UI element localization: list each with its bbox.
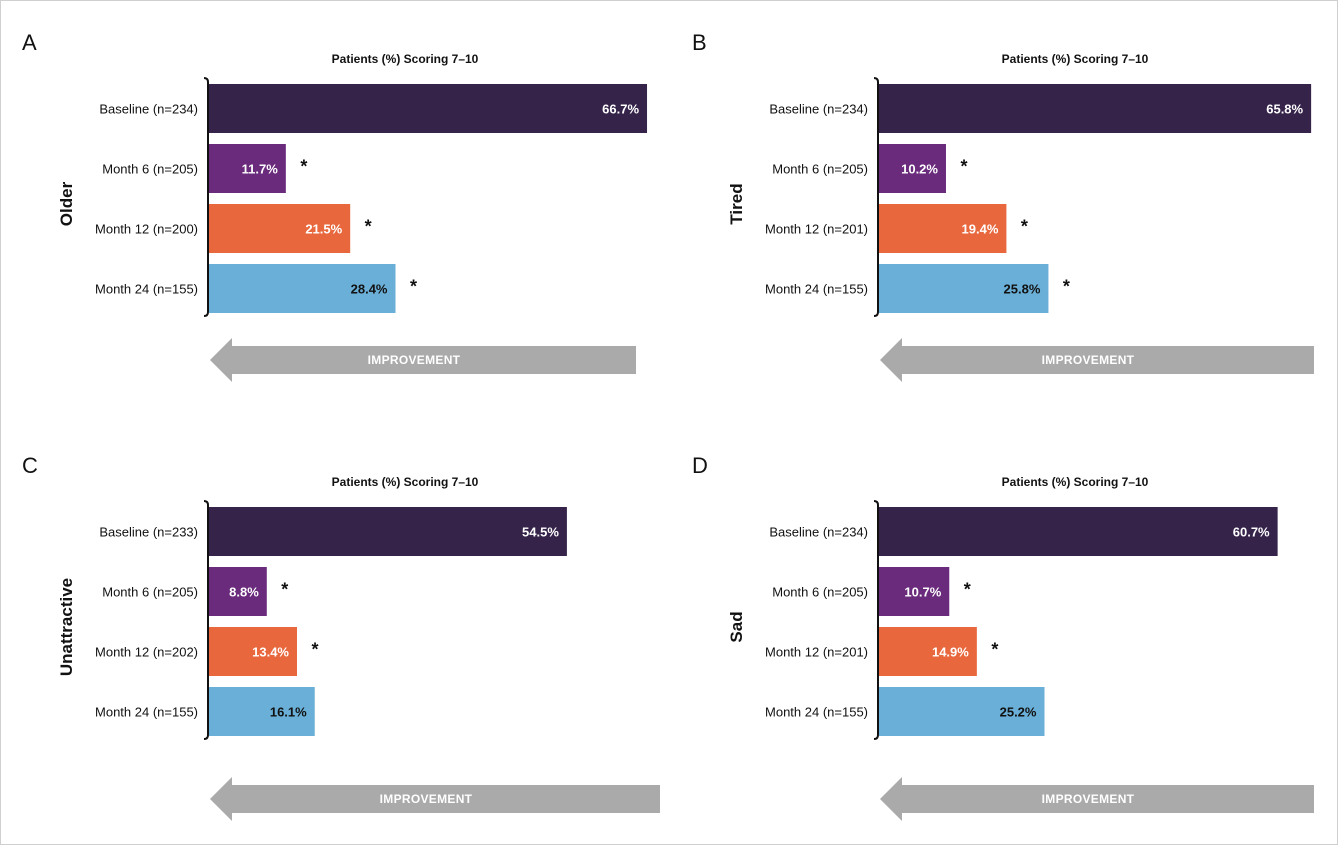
category-label-month-12: Month 12 (n=201) [765,222,868,237]
value-label-baseline: 65.8% [1266,102,1303,117]
category-label-month-12: Month 12 (n=200) [95,222,198,237]
panel-c: C Patients (%) Scoring 7–10 Unattractive Ba… [0,423,670,847]
bar-baseline [209,507,567,556]
value-label-baseline: 60.7% [1233,525,1270,540]
category-label-baseline: Baseline (n=234) [99,102,198,117]
value-label-month-12: 14.9% [932,645,969,660]
category-label-baseline: Baseline (n=233) [99,525,198,540]
category-label-month-24: Month 24 (n=155) [765,282,868,297]
bar-month-24 [209,264,396,313]
bar-month-6 [879,144,946,193]
bar-month-6 [209,567,267,616]
category-label-month-24: Month 24 (n=155) [95,705,198,720]
improvement-label: IMPROVEMENT [1042,792,1135,806]
category-label-month-6: Month 6 (n=205) [102,585,198,600]
group-label: Sad [727,611,746,642]
bar-chart-b: B Patients (%) Scoring 7–10 Tired Baseline … [692,30,1314,382]
bar-month-12 [879,627,977,676]
bar-month-6 [879,567,950,616]
chart-title: Patients (%) Scoring 7–10 [1002,52,1149,66]
value-label-month-12: 19.4% [962,222,999,237]
value-label-month-12: 21.5% [305,222,342,237]
improvement-arrow [210,338,636,382]
bar-month-24 [209,687,315,736]
significance-marker: * [1063,277,1070,297]
category-axis [203,77,209,317]
bar-baseline [879,507,1278,556]
bar-month-12 [209,204,351,253]
value-label-month-24: 25.2% [1000,705,1037,720]
significance-marker: * [281,580,288,600]
significance-marker: * [964,580,971,600]
group-label: Unattractive [57,578,76,676]
category-label-month-6: Month 6 (n=205) [772,162,868,177]
category-label-month-12: Month 12 (n=201) [765,645,868,660]
bar-month-12 [209,627,297,676]
panel-d: D Patients (%) Scoring 7–10 Sad Baseline (n… [670,423,1340,847]
category-axis [203,500,209,740]
value-label-month-12: 13.4% [252,645,289,660]
bar-chart-c: C Patients (%) Scoring 7–10 Unattractive Ba… [22,453,660,821]
chart-title: Patients (%) Scoring 7–10 [1002,475,1149,489]
value-label-month-24: 25.8% [1004,282,1041,297]
bar-baseline [879,84,1312,133]
bar-month-6 [209,144,286,193]
category-label-month-24: Month 24 (n=155) [765,705,868,720]
category-axis [873,500,879,740]
improvement-arrow [210,777,660,821]
category-label-baseline: Baseline (n=234) [769,102,868,117]
bar-month-12 [879,204,1007,253]
group-label: Tired [727,183,746,224]
group-label: Older [57,181,76,226]
improvement-label: IMPROVEMENT [1042,353,1135,367]
bar-baseline [209,84,648,133]
panel-letter: C [22,453,38,478]
panel-letter: B [692,30,707,55]
significance-marker: * [365,217,372,237]
category-label-month-12: Month 12 (n=202) [95,645,198,660]
improvement-arrow [880,777,1314,821]
category-label-month-24: Month 24 (n=155) [95,282,198,297]
category-label-month-6: Month 6 (n=205) [772,585,868,600]
significance-marker: * [960,157,967,177]
value-label-baseline: 54.5% [522,525,559,540]
bar-chart-a: A Patients (%) Scoring 7–10 Older Baseline … [22,30,648,382]
value-label-month-6: 8.8% [229,585,259,600]
significance-marker: * [1021,217,1028,237]
improvement-label: IMPROVEMENT [380,792,473,806]
significance-marker: * [300,157,307,177]
chart-title: Patients (%) Scoring 7–10 [332,475,479,489]
chart-title: Patients (%) Scoring 7–10 [332,52,479,66]
value-label-baseline: 66.7% [602,102,639,117]
improvement-label: IMPROVEMENT [368,353,461,367]
category-label-month-6: Month 6 (n=205) [102,162,198,177]
panel-letter: D [692,453,708,478]
value-label-month-24: 16.1% [270,705,307,720]
value-label-month-6: 11.7% [242,162,279,177]
value-label-month-6: 10.7% [904,585,941,600]
significance-marker: * [991,640,998,660]
bar-chart-d: D Patients (%) Scoring 7–10 Sad Baseline (n… [692,453,1314,821]
panel-letter: A [22,30,37,55]
panel-a: A Patients (%) Scoring 7–10 Older Baseline … [0,0,670,423]
improvement-arrow [880,338,1314,382]
value-label-month-6: 10.2% [901,162,938,177]
category-label-baseline: Baseline (n=234) [769,525,868,540]
value-label-month-24: 28.4% [351,282,388,297]
significance-marker: * [410,277,417,297]
bar-month-24 [879,687,1045,736]
category-axis [873,77,879,317]
panel-b: B Patients (%) Scoring 7–10 Tired Baseline … [670,0,1340,423]
significance-marker: * [311,640,318,660]
bar-month-24 [879,264,1049,313]
